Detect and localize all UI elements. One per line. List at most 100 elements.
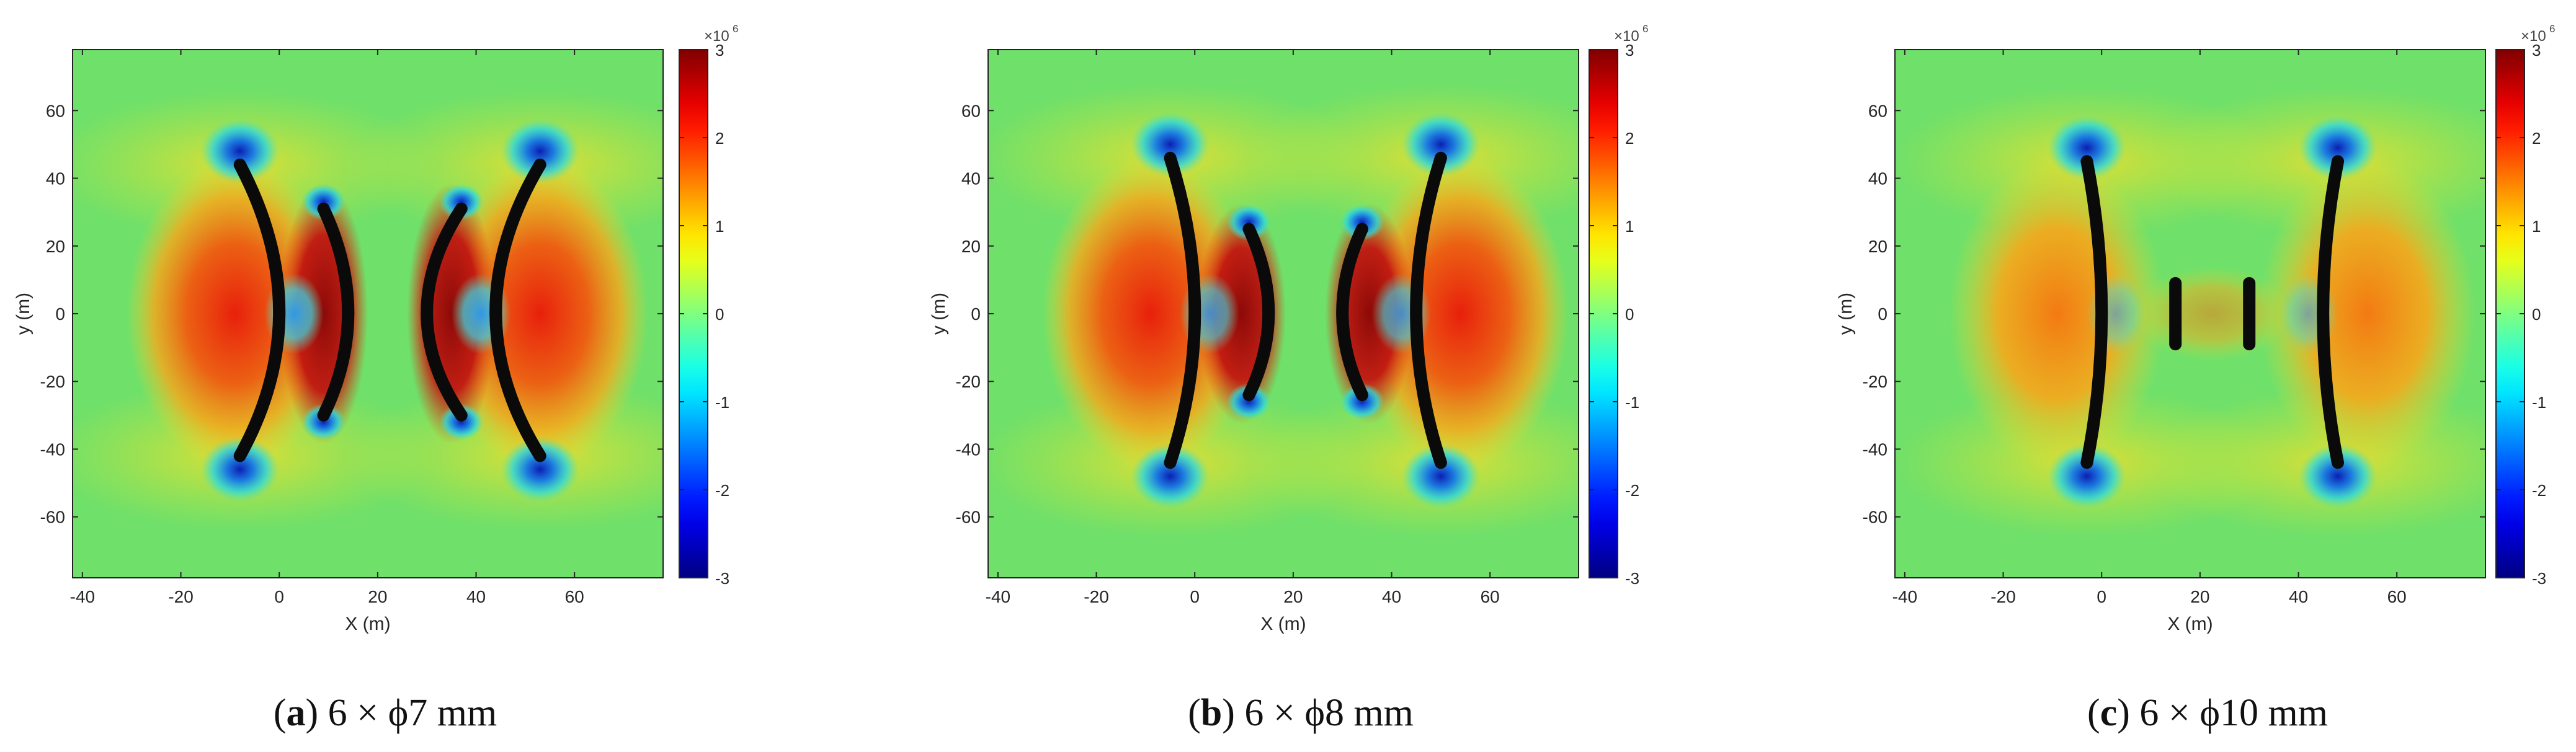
stress-field	[1895, 50, 2485, 578]
crack-line	[421, 202, 468, 422]
field-tip-spot	[1226, 204, 1272, 241]
y-tick-label: 0	[1878, 304, 1887, 324]
crack-line	[317, 202, 355, 422]
y-tick-label: 60	[1868, 101, 1887, 120]
x-tick-label: -40	[1892, 587, 1917, 606]
colorbar-tick-label: -1	[1625, 393, 1639, 412]
x-tick-label: 60	[565, 587, 584, 606]
y-tick-label: 0	[55, 304, 65, 324]
colorbar-multiplier: ×10	[1614, 28, 1639, 45]
colorbar-multiplier: ×10	[2521, 28, 2546, 45]
field-tip-spot	[200, 118, 280, 184]
colorbar-tick-label: 1	[715, 217, 724, 236]
field-tip-spot	[501, 436, 580, 502]
x-tick-label: 40	[2289, 587, 2308, 606]
field-lobe-right	[2259, 157, 2476, 470]
x-tick-label: 0	[2097, 587, 2106, 606]
crack-line	[489, 158, 546, 462]
x-tick-label: 60	[2387, 587, 2407, 606]
caption-paren-open: (	[274, 692, 287, 734]
panel-caption: (a) 6 × ϕ7 mm	[274, 692, 497, 734]
stress-field	[988, 50, 1579, 578]
crack-line	[233, 158, 286, 462]
field-tip-spot	[200, 436, 280, 502]
y-tick-label: 40	[1868, 169, 1887, 188]
field-tip-spot	[301, 184, 346, 221]
colorbar-tick-label: 2	[1625, 129, 1634, 148]
field-tip-spot	[1131, 112, 1210, 177]
field-tip-spot	[1340, 204, 1384, 241]
field-tip-spot	[1131, 443, 1210, 509]
x-tick-label: 20	[368, 587, 387, 606]
y-tick-label: 60	[46, 101, 65, 120]
x-tick-label: -40	[986, 587, 1010, 606]
field-lobe-inner	[2133, 266, 2291, 361]
field-tip-spot	[1340, 383, 1384, 420]
y-tick-label: 40	[961, 169, 981, 188]
caption-paren-close: )	[2117, 692, 2130, 734]
field-lobe-right	[1352, 157, 1569, 470]
x-tick-label: 0	[274, 587, 284, 606]
crack-line	[1410, 151, 1447, 469]
y-axis-label: y (m)	[929, 293, 949, 335]
colorbar-tick-label: 3	[1625, 41, 1634, 60]
crack-line	[1336, 223, 1368, 402]
y-tick-label: 40	[46, 169, 65, 188]
x-tick-label: 0	[1190, 587, 1200, 606]
colorbar-multiplier: ×10	[704, 28, 729, 45]
field-lobe-left	[1949, 157, 2166, 470]
colorbar-tick-label: 2	[2532, 129, 2541, 148]
colorbar-tick-label: 0	[2532, 305, 2541, 324]
x-tick-label: 40	[1382, 587, 1401, 606]
caption-paren-open: (	[1188, 692, 1201, 734]
y-tick-label: -60	[40, 508, 65, 527]
crack-line	[1242, 223, 1275, 402]
y-tick-label: 20	[46, 237, 65, 256]
field-tip-spot	[439, 184, 484, 221]
x-tick-label: 20	[1283, 587, 1303, 606]
colorbar-tick-label: -3	[715, 569, 729, 588]
caption-paren-close: )	[305, 692, 318, 734]
colorbar-tick-label: -1	[2532, 393, 2546, 412]
y-axis-label: y (m)	[1835, 293, 1856, 335]
y-tick-label: -20	[1863, 372, 1887, 391]
caption-letter: c	[2100, 692, 2118, 734]
colorbar-tick-label: 2	[715, 129, 724, 148]
colorbar-tick-label: 1	[1625, 217, 1634, 236]
colorbar-tick-label: -1	[715, 393, 729, 412]
colorbar-tick-label: 1	[2532, 217, 2541, 236]
field-lobe-inner	[407, 183, 496, 445]
y-axis-label: y (m)	[13, 293, 33, 335]
y-tick-label: -40	[40, 440, 65, 459]
y-tick-label: 0	[971, 304, 981, 324]
y-tick-label: -20	[40, 372, 65, 391]
colorbar-exponent: 6	[2549, 23, 2555, 35]
colorbar-tick-label: 0	[715, 305, 724, 324]
field-tip-spot	[2298, 443, 2378, 509]
caption-letter: b	[1201, 692, 1222, 734]
x-axis-label: X (m)	[345, 614, 390, 634]
field-tip-spot	[2298, 115, 2378, 180]
crack-line	[2317, 155, 2344, 469]
y-tick-label: 20	[1868, 237, 1887, 256]
field-tip-spot	[1401, 112, 1481, 177]
field-tip-spot	[301, 404, 346, 441]
colorbar-tick-label: -2	[2532, 481, 2546, 500]
caption-text: 6 × ϕ10 mm	[2130, 692, 2328, 734]
x-tick-label: 60	[1481, 587, 1500, 606]
field-tip-spot	[501, 118, 580, 184]
stress-field	[73, 50, 663, 578]
y-tick-label: -40	[956, 440, 981, 459]
crack-line	[1164, 151, 1201, 469]
caption-paren-close: )	[1222, 692, 1235, 734]
colorbar-tick-label: 3	[2532, 41, 2541, 60]
field-tip-spot	[1401, 443, 1481, 509]
x-axis-label: X (m)	[1260, 614, 1306, 634]
x-tick-label: -20	[1990, 587, 2015, 606]
x-tick-label: -40	[70, 587, 95, 606]
x-axis-label: X (m)	[2167, 614, 2213, 634]
panel-caption: (b) 6 × ϕ8 mm	[1188, 692, 1414, 734]
